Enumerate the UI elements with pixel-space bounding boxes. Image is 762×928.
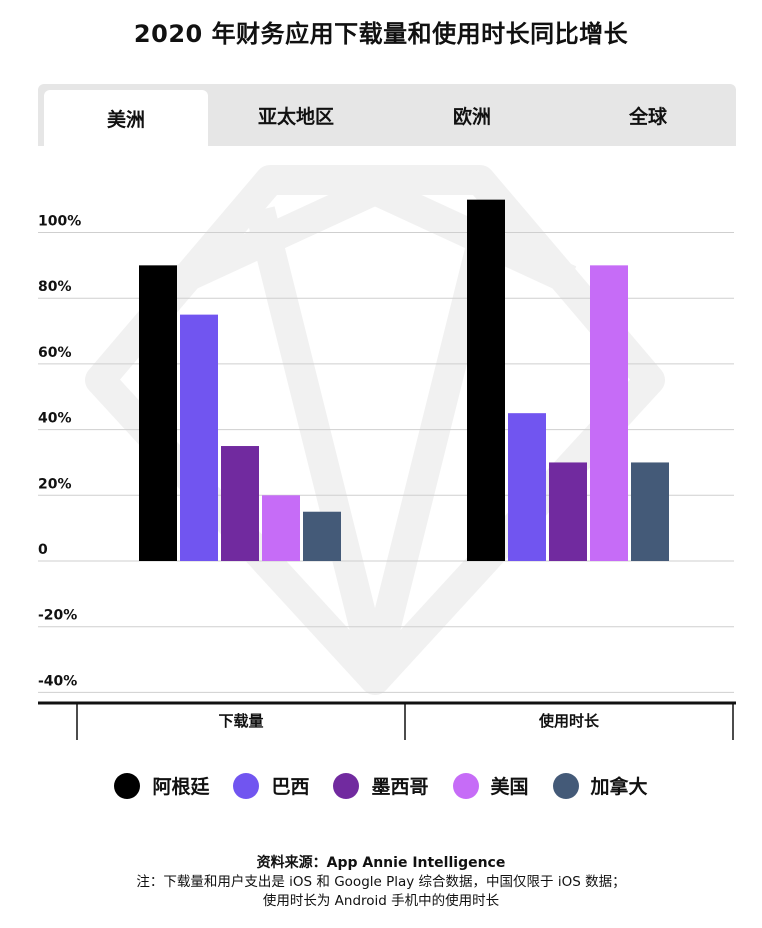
bar <box>467 199 505 561</box>
legend: 阿根廷 巴西 墨西哥 美国 加拿大 <box>0 772 762 799</box>
bar <box>180 314 218 561</box>
bars <box>139 199 669 561</box>
tab-europe[interactable]: 欧洲 <box>384 84 560 146</box>
bar <box>508 413 546 561</box>
legend-item: 阿根廷 <box>114 772 209 799</box>
y-tick-label: 60% <box>38 345 72 361</box>
legend-item: 巴西 <box>233 772 309 799</box>
legend-label: 墨西哥 <box>371 776 429 798</box>
bar <box>590 265 628 561</box>
legend-swatch <box>114 772 141 799</box>
legend-item: 加拿大 <box>552 772 648 799</box>
y-tick-label: -20% <box>38 608 77 624</box>
legend-swatch <box>333 772 360 799</box>
legend-item: 墨西哥 <box>333 772 429 799</box>
legend-label: 巴西 <box>271 776 310 798</box>
y-axis-ticks: 100% 80% 60% 40% 20% 0 -20% -40% <box>38 214 81 690</box>
legend-item: 美国 <box>452 772 529 799</box>
bar <box>262 495 300 561</box>
note-line-1: 注：下载量和用户支出是 iOS 和 Google Play 综合数据，中国仅限于… <box>136 874 626 890</box>
bar <box>303 511 341 561</box>
tab-americas[interactable]: 美洲 <box>44 90 208 146</box>
legend-swatch <box>452 772 479 799</box>
legend-label: 美国 <box>490 776 529 798</box>
legend-swatch <box>233 772 260 799</box>
bar-chart: 100% 80% 60% 40% 20% 0 -20% -40% 下载量 使用时长 <box>38 165 736 740</box>
bar <box>221 446 259 561</box>
y-tick-label: 80% <box>38 279 72 295</box>
y-tick-label: 100% <box>38 214 81 230</box>
y-tick-label: 40% <box>38 411 72 427</box>
tab-asia-pacific[interactable]: 亚太地区 <box>208 84 384 146</box>
tab-global[interactable]: 全球 <box>560 84 736 146</box>
x-axis <box>38 701 736 740</box>
note-line-2: 使用时长为 Android 手机中的使用时长 <box>262 893 500 909</box>
bar <box>631 462 669 561</box>
x-axis-labels: 下载量 使用时长 <box>218 712 600 730</box>
tab-label: 全球 <box>628 105 667 128</box>
chart-title: 2020 年财务应用下载量和使用时长同比增长 <box>133 20 629 48</box>
x-tick-label: 下载量 <box>218 712 263 730</box>
y-tick-label: 0 <box>38 542 48 558</box>
legend-swatch <box>552 772 579 799</box>
y-tick-label: -40% <box>38 673 77 689</box>
source-text: 资料来源：App Annie Intelligence <box>256 855 506 871</box>
footer: 资料来源：App Annie Intelligence 注：下载量和用户支出是 … <box>0 854 762 911</box>
tab-label: 美洲 <box>106 108 145 131</box>
region-tabs: 美洲 亚太地区 欧洲 全球 <box>38 84 736 146</box>
bar <box>549 462 587 561</box>
legend-label: 加拿大 <box>590 776 648 798</box>
y-tick-label: 20% <box>38 476 72 492</box>
bar <box>139 265 177 561</box>
x-tick-label: 使用时长 <box>538 712 600 730</box>
tab-label: 欧洲 <box>452 105 491 128</box>
legend-label: 阿根廷 <box>152 776 210 798</box>
tab-label: 亚太地区 <box>257 105 334 128</box>
